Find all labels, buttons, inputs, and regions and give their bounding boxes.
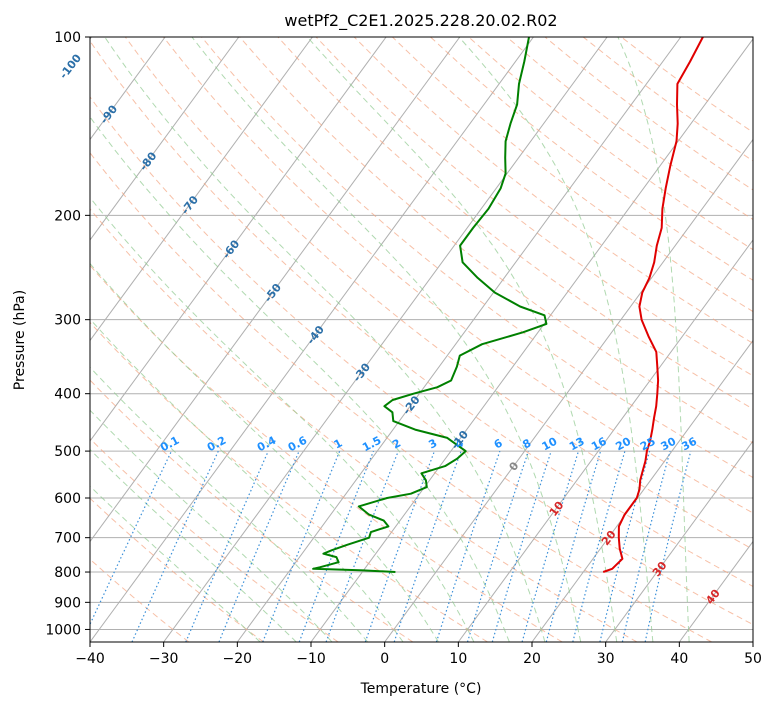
x-tick-label: −40	[75, 651, 105, 667]
x-tick-label: 40	[670, 651, 688, 667]
x-tick-label: 50	[744, 651, 762, 667]
dry-adiabat-line	[90, 379, 414, 642]
mixing-ratio-line	[325, 450, 399, 642]
moist-adiabat-line	[191, 37, 582, 642]
y-tick-label: 200	[54, 208, 81, 224]
moist-adiabat-line	[90, 448, 297, 642]
moist-adiabat-line	[458, 37, 654, 642]
y-tick-label: 300	[54, 313, 81, 329]
x-tick-label: 0	[380, 651, 389, 667]
dry-adiabat-line	[90, 40, 753, 588]
x-axis-label: Temperature (°C)	[360, 681, 482, 697]
isotherm-line	[163, 37, 608, 642]
x-tick-label: −10	[296, 651, 326, 667]
mixing-ratio-line	[491, 450, 552, 642]
mixing-ratio-label: 30	[659, 435, 679, 454]
background-reference-lines	[90, 37, 753, 642]
mixing-ratio-label: 20	[613, 435, 633, 454]
x-tick-label: −30	[149, 651, 179, 667]
mixing-ratio-line	[521, 450, 580, 642]
mixing-ratio-line	[393, 450, 462, 642]
isotherm-line	[90, 37, 534, 642]
mixing-ratio-label: 25	[638, 435, 658, 454]
isotherm-line	[90, 37, 240, 241]
isotherm-line	[90, 37, 313, 342]
dry-adiabat-line	[353, 37, 753, 344]
moist-adiabat-line	[90, 262, 439, 642]
mixing-ratio-line	[364, 450, 436, 642]
moist-adiabat-line	[617, 37, 690, 642]
y-tick-label: 800	[54, 565, 81, 581]
mixing-ratio-line	[466, 450, 530, 642]
dry-adiabat-line	[163, 37, 753, 514]
mixing-ratio-label: 13	[567, 435, 587, 454]
dry-adiabat-line	[90, 96, 753, 626]
isotherm-line	[605, 440, 753, 642]
dry-adiabat-line	[124, 37, 753, 550]
mixing-ratio-line	[218, 450, 300, 642]
moist-adiabat-line	[104, 37, 546, 642]
plot-frame	[89, 36, 754, 643]
y-axis-label: Pressure (hPa)	[12, 290, 28, 390]
isotherm-line	[236, 37, 682, 642]
dry-adiabat-line	[90, 152, 712, 642]
y-tick-label: 600	[54, 491, 81, 507]
mixing-ratio-line	[621, 450, 671, 642]
dry-adiabat-line	[90, 264, 563, 642]
mixing-ratio-line	[572, 450, 626, 642]
isotherm-line	[90, 37, 166, 141]
mixing-ratio-label: 10	[540, 435, 560, 454]
chart-title: wetPf2_C2E1.2025.228.20.02.R02	[284, 11, 557, 31]
mixing-ratio-line	[435, 450, 501, 642]
y-tick-label: 500	[54, 444, 81, 460]
moist-adiabat-line	[90, 485, 261, 642]
x-tick-label: −20	[223, 651, 253, 667]
isotherm-line	[457, 239, 753, 642]
mixing-ratio-line	[644, 450, 692, 642]
moist-adiabat-line	[306, 37, 618, 642]
moist-adiabat-line	[90, 409, 333, 642]
isotherm-line	[384, 138, 753, 642]
isotherm-line	[531, 339, 753, 642]
dry-adiabat-line	[90, 208, 638, 642]
dry-adiabat-line	[239, 37, 753, 444]
x-tick-label: 10	[449, 651, 467, 667]
moist-adiabat-line	[90, 318, 404, 642]
y-tick-label: 400	[54, 387, 81, 403]
x-tick-label: 30	[597, 651, 615, 667]
mixing-ratio-line	[545, 450, 602, 642]
y-tick-label: 1000	[45, 622, 81, 638]
dry-adiabat-line	[315, 37, 753, 377]
mixing-ratio-label: 16	[589, 435, 609, 454]
mixing-ratio-line	[185, 450, 269, 642]
y-tick-label: 900	[54, 595, 81, 611]
y-tick-label: 100	[54, 30, 81, 46]
axes: −40 −30 −20 −10 0 10 20 30 40 50 100 200 300 400 500 60…	[45, 30, 762, 667]
isotherm-line	[90, 37, 387, 442]
mixing-ratio-line	[298, 450, 375, 642]
mixing-ratio-label: 36	[679, 435, 699, 454]
dewpoint-profile-line	[312, 37, 548, 573]
dry-adiabat-line	[277, 37, 753, 410]
x-tick-label: 20	[523, 651, 541, 667]
mixing-ratio-line	[262, 450, 341, 642]
y-tick-label: 700	[54, 531, 81, 547]
temperature-profile-line	[602, 37, 704, 573]
profile-series	[312, 37, 704, 573]
